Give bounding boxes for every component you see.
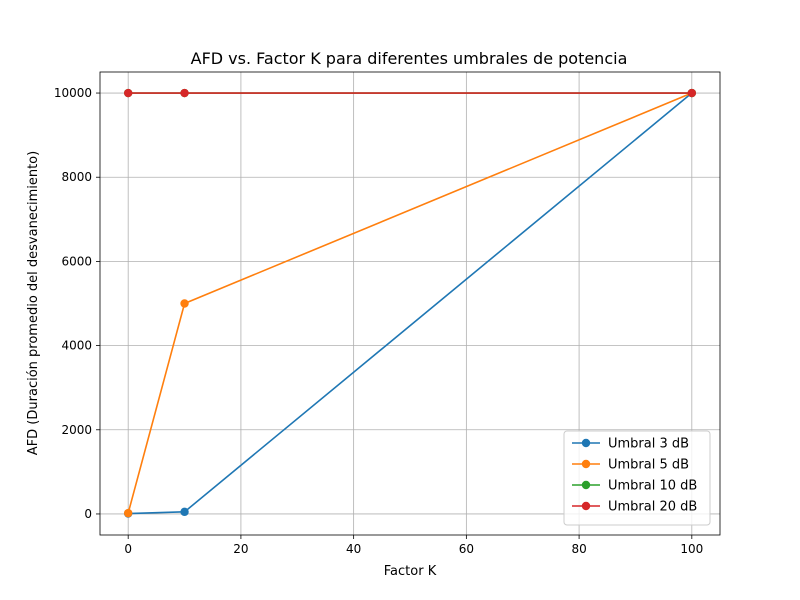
x-tick-label: 80 (571, 542, 586, 556)
x-tick-label: 60 (459, 542, 474, 556)
legend-label: Umbral 20 dB (608, 500, 697, 515)
x-tick-label: 0 (124, 542, 132, 556)
legend-label: Umbral 3 dB (608, 437, 689, 452)
y-tick-label: 6000 (61, 254, 92, 268)
y-tick-label: 8000 (61, 170, 92, 184)
data-point (123, 88, 133, 98)
plot-series (123, 88, 697, 518)
chart-title: AFD vs. Factor K para diferentes umbrale… (191, 49, 628, 68)
y-tick-label: 2000 (61, 423, 92, 437)
data-point (687, 88, 697, 98)
legend-marker (581, 459, 591, 469)
x-tick-label: 20 (233, 542, 248, 556)
legend-label: Umbral 5 dB (608, 458, 689, 473)
data-point (123, 508, 133, 518)
data-point (180, 507, 189, 517)
legend-marker (581, 501, 591, 511)
y-tick-label: 4000 (61, 339, 92, 353)
data-point (180, 88, 189, 98)
x-axis-label: Factor K (384, 564, 437, 579)
y-axis-label: AFD (Duración promedio del desvanecimien… (26, 151, 41, 455)
plot-frame (99, 71, 721, 536)
legend-marker (581, 480, 591, 490)
y-tick-label: 0 (84, 507, 92, 521)
x-tick-label: 100 (680, 542, 703, 556)
x-tick-label: 40 (346, 542, 361, 556)
y-tick-label: 10000 (54, 86, 92, 100)
legend-box (563, 430, 711, 526)
data-point (180, 299, 189, 308)
legend-marker (581, 438, 591, 448)
axis-ticks: 0 20 40 60 80 100 0 2000 4000 6000 8000 10000 (54, 86, 703, 556)
legend: Umbral 3 dB Umbral 5 dB Umbral 10 dB Umbral… (563, 430, 711, 526)
legend-label: Umbral 10 dB (608, 479, 697, 494)
series-4 (123, 88, 697, 98)
